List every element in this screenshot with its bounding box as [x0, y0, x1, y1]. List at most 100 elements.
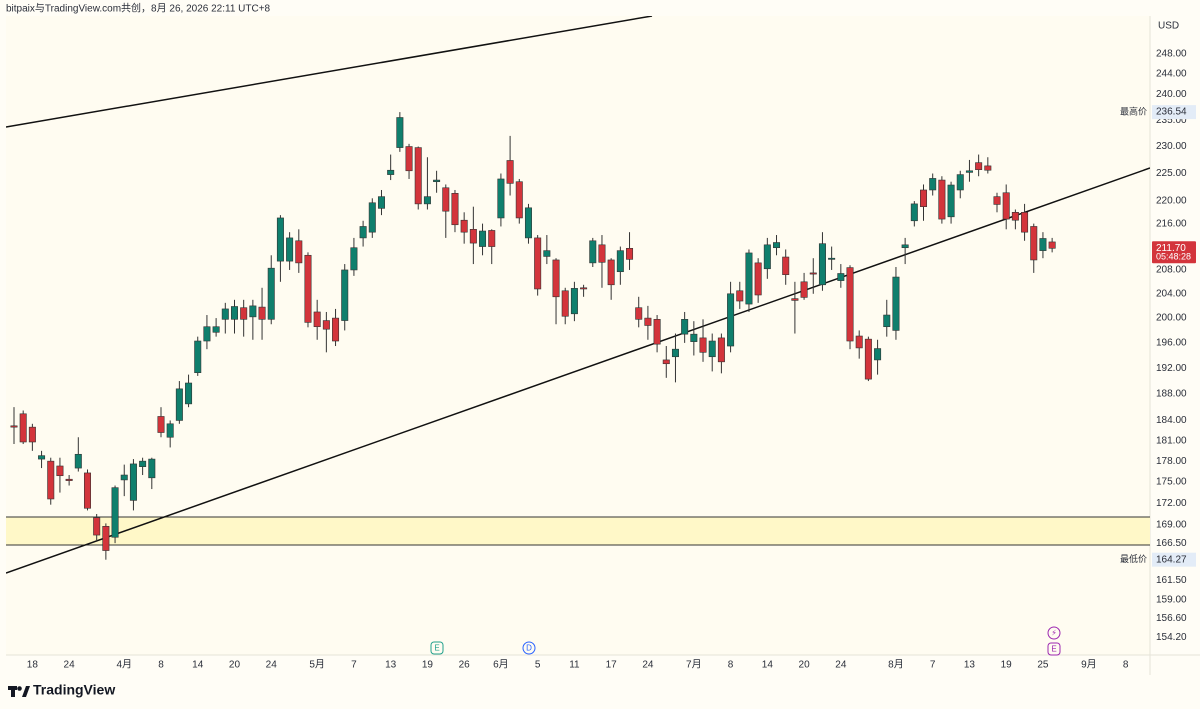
candle-body [286, 237, 294, 262]
plot-area [6, 16, 1150, 655]
candle-body [561, 290, 569, 317]
x-tick-label: 20 [799, 660, 811, 671]
candle-body [1021, 211, 1029, 233]
candle-body [350, 247, 358, 271]
candle-body [166, 423, 174, 438]
candle-body [19, 413, 27, 443]
candle-body [451, 193, 459, 226]
header-title: bitpaix与TradingView.com共创，8月 26, 2026 22… [6, 2, 271, 15]
candle-body [175, 388, 183, 421]
x-tick-label: 7月 [686, 659, 702, 671]
candle-body [543, 250, 551, 257]
brand-logo [8, 686, 30, 697]
candle-body [671, 348, 679, 358]
candle-body [148, 458, 156, 479]
candle-body [497, 178, 505, 219]
candle-body [773, 242, 781, 249]
candle-body [120, 474, 128, 481]
candle-body [368, 202, 376, 233]
candle-body [185, 382, 193, 405]
logo-part [17, 686, 22, 691]
candle-body [194, 340, 202, 373]
candle-body [506, 160, 514, 184]
candle-body [83, 472, 91, 509]
candle-body [460, 219, 468, 233]
candle-body [10, 425, 18, 428]
y-tick-label: 172.00 [1156, 498, 1187, 509]
candle-body [818, 243, 826, 286]
candle-body [38, 455, 46, 460]
price-label-value: 164.27 [1156, 554, 1187, 565]
candle-body [552, 259, 560, 298]
candle-body [717, 337, 725, 363]
candle-body [635, 307, 643, 320]
y-tick-label: 216.00 [1156, 218, 1187, 229]
candle-body [947, 184, 955, 218]
x-tick-label: 20 [229, 660, 241, 671]
x-tick-label: 8 [158, 660, 164, 671]
candle-body [1002, 192, 1010, 220]
y-tick-label: 161.50 [1156, 575, 1187, 586]
y-tick-label: 220.00 [1156, 196, 1187, 207]
x-tick-label: 7 [930, 660, 936, 671]
last-price-label: 211.70 [1156, 243, 1186, 254]
candle-body [322, 320, 330, 330]
price-label-badge [1152, 552, 1196, 567]
candle-body [414, 147, 422, 205]
candle-body [580, 287, 588, 290]
candle-body [433, 179, 441, 183]
logo-part [11, 686, 15, 697]
candle-body [690, 333, 698, 342]
candle-body [975, 162, 983, 170]
y-tick-label: 196.00 [1156, 338, 1187, 349]
candle-body [1048, 241, 1056, 249]
x-tick-label: 14 [192, 660, 204, 671]
candle-body [469, 229, 477, 244]
event-label: ⚡ [1051, 629, 1057, 638]
price-label-value: 236.54 [1156, 107, 1187, 118]
event-label: E [434, 644, 439, 653]
x-tick-label: 8 [1123, 660, 1129, 671]
candle-body [332, 317, 340, 342]
candle-body [28, 426, 36, 443]
countdown: 05:48:28 [1156, 252, 1191, 262]
candle-body [157, 416, 165, 433]
candle-body [864, 338, 872, 380]
y-tick-label: 166.50 [1156, 538, 1187, 549]
trendline [6, 16, 653, 128]
x-tick-label: 19 [1001, 660, 1013, 671]
y-tick-label: 230.00 [1156, 141, 1187, 152]
candle-body [681, 319, 689, 335]
x-tick-label: 7 [351, 660, 357, 671]
y-tick-label: 159.00 [1156, 594, 1187, 605]
candle-body [708, 340, 716, 358]
candle-body [598, 244, 606, 263]
candle-body [570, 288, 578, 315]
candle-body [855, 335, 863, 349]
candle-body [846, 267, 854, 342]
y-tick-label: 208.00 [1156, 265, 1187, 276]
candle-body [341, 269, 349, 321]
y-tick-label: 154.20 [1156, 632, 1187, 643]
candle-body [47, 460, 55, 500]
y-tick-label: 244.00 [1156, 69, 1187, 80]
candle-body [956, 174, 964, 191]
x-tick-label: 17 [606, 660, 618, 671]
x-tick-label: 11 [569, 660, 580, 671]
currency-label: USD [1158, 21, 1179, 32]
candle-body [221, 308, 229, 320]
x-tick-label: 13 [385, 660, 397, 671]
candle-body [993, 196, 1001, 205]
candle-body [276, 217, 284, 262]
candle-body [653, 319, 661, 345]
candle-body [901, 244, 909, 249]
x-tick-label: 24 [642, 660, 654, 671]
y-tick-label: 181.00 [1156, 435, 1187, 446]
candle-body [828, 257, 836, 260]
x-tick-label: 13 [964, 660, 976, 671]
y-tick-label: 235.00 [1156, 115, 1187, 126]
candle-body [267, 267, 275, 320]
x-tick-label: 8月 [888, 659, 904, 671]
candle-body [892, 276, 900, 331]
